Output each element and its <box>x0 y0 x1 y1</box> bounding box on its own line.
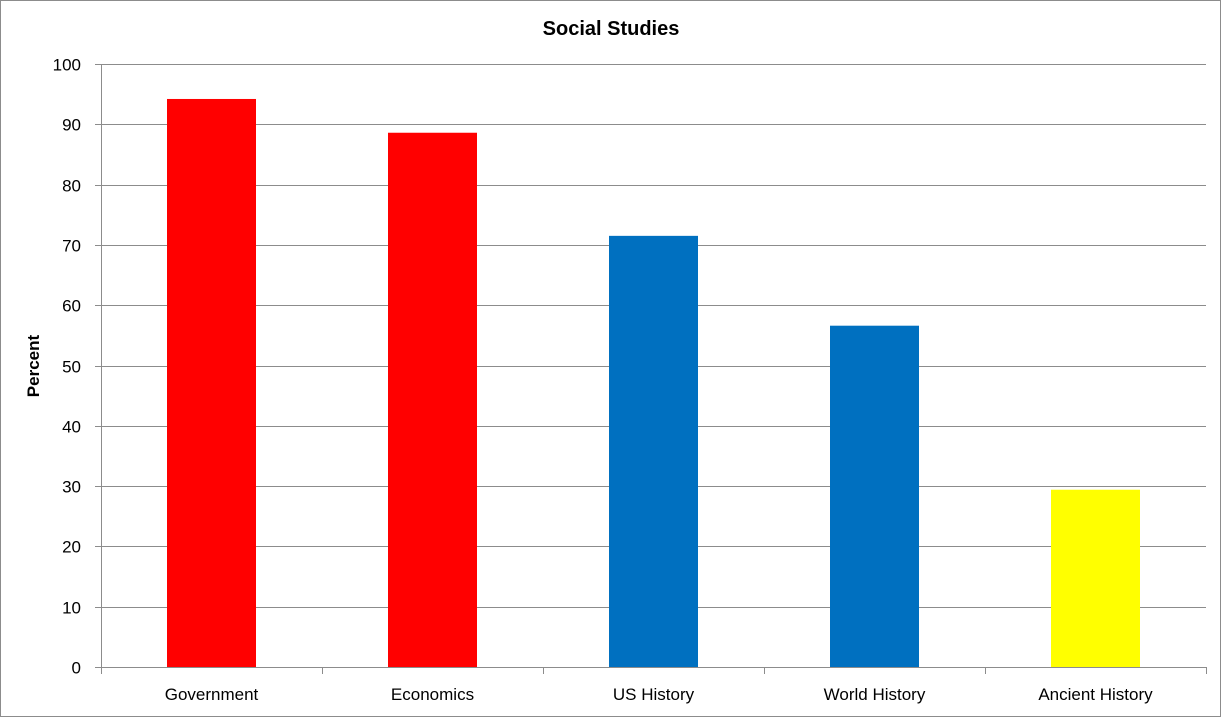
bar-ancient-history <box>1051 489 1140 667</box>
y-tick-label: 80 <box>62 177 81 196</box>
y-tick-label: 50 <box>62 358 81 377</box>
chart-title: Social Studies <box>543 18 680 40</box>
y-tick-label: 70 <box>62 237 81 256</box>
x-tick-label: US History <box>613 685 695 704</box>
y-axis-label: Percent <box>24 334 43 397</box>
x-tick-label: Government <box>165 685 259 704</box>
x-tick-label: Ancient History <box>1038 685 1153 704</box>
y-tick-label: 20 <box>62 538 81 557</box>
bars <box>167 98 1140 668</box>
x-tick-label: World History <box>824 685 926 704</box>
bar-world-history <box>830 325 919 667</box>
bar-economics <box>388 132 477 667</box>
bar-us-history <box>609 235 698 668</box>
y-tick-label: 40 <box>62 418 81 437</box>
y-tick-label: 60 <box>62 297 81 316</box>
x-tick-label: Economics <box>391 685 474 704</box>
axes <box>95 64 1207 674</box>
y-tick-label: 90 <box>62 116 81 135</box>
y-tick-label: 30 <box>62 478 81 497</box>
y-tick-labels: 0 10 20 30 40 50 60 70 80 90 100 <box>53 56 81 678</box>
y-tick-label: 100 <box>53 56 81 75</box>
y-tick-label: 10 <box>62 599 81 618</box>
y-tick-label: 0 <box>72 659 81 678</box>
bar-government <box>167 98 256 667</box>
x-tick-labels: Government Economics US History World Histo… <box>165 685 1153 704</box>
